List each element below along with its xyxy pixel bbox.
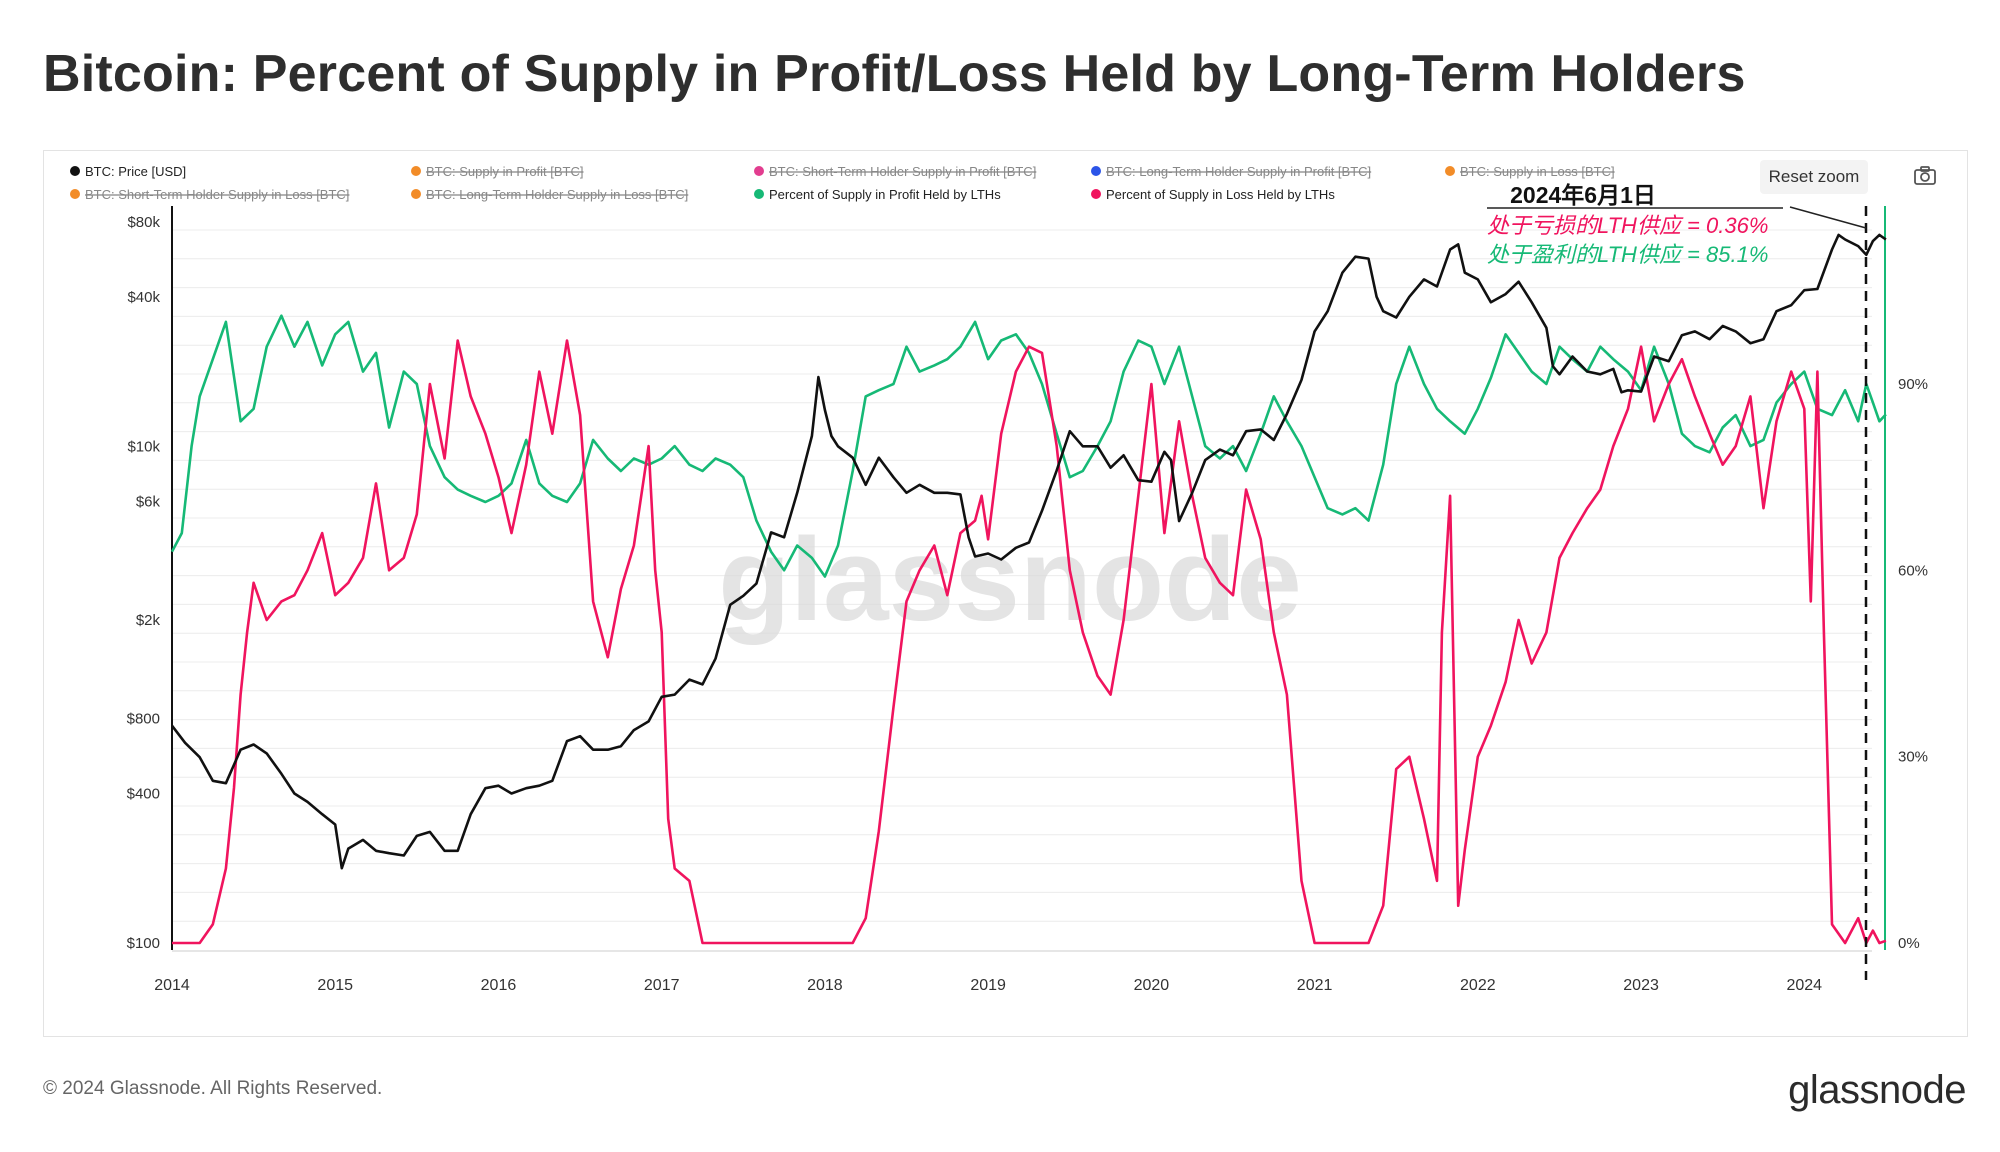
profit-lth-line bbox=[170, 314, 1887, 578]
loss-lth-line bbox=[172, 339, 1887, 945]
y-left-tick-label: $100 bbox=[127, 935, 160, 952]
legend-item[interactable]: BTC: Price [USD] bbox=[85, 164, 186, 179]
y-right-tick-label: 30% bbox=[1898, 749, 1928, 766]
legend-marker[interactable] bbox=[754, 166, 764, 176]
camera-icon[interactable] bbox=[1913, 165, 1937, 187]
reset-zoom-button[interactable]: Reset zoom bbox=[1760, 160, 1868, 194]
y-left-tick-label: $80k bbox=[127, 214, 160, 231]
y-right-tick-label: 60% bbox=[1898, 562, 1928, 579]
legend-item[interactable]: Percent of Supply in Profit Held by LTHs bbox=[769, 187, 1001, 202]
footer-copyright: © 2024 Glassnode. All Rights Reserved. bbox=[43, 1078, 383, 1099]
legend-marker[interactable] bbox=[1445, 166, 1455, 176]
x-tick-label: 2018 bbox=[807, 977, 843, 994]
annotation-leader bbox=[1789, 206, 1867, 229]
legend-item[interactable]: BTC: Short-Term Holder Supply in Profit … bbox=[769, 164, 1036, 179]
y-left-tick-label: $40k bbox=[127, 289, 160, 306]
legend-item[interactable]: BTC: Long-Term Holder Supply in Profit [… bbox=[1106, 164, 1371, 179]
legend-marker[interactable] bbox=[1091, 189, 1101, 199]
y-left-tick-label: $400 bbox=[127, 785, 160, 802]
watermark: glassnode bbox=[718, 514, 1302, 646]
legend-marker[interactable] bbox=[411, 189, 421, 199]
price-line bbox=[170, 233, 1887, 870]
x-tick-label: 2024 bbox=[1786, 977, 1822, 994]
annotation-profit: 处于盈利的LTH供应 = 85.1% bbox=[1487, 242, 1768, 267]
page-title: Bitcoin: Percent of Supply in Profit/Los… bbox=[43, 45, 1746, 103]
x-tick-label: 2017 bbox=[644, 977, 680, 994]
chart-panel bbox=[43, 150, 1968, 1037]
y-left-tick-label: $800 bbox=[127, 711, 160, 728]
annotation-date: 2024年6月1日 bbox=[1510, 182, 1656, 208]
x-tick-label: 2014 bbox=[154, 977, 190, 994]
x-tick-label: 2019 bbox=[970, 977, 1006, 994]
y-left-tick-label: $10k bbox=[127, 438, 160, 455]
legend-item[interactable]: BTC: Long-Term Holder Supply in Loss [BT… bbox=[426, 187, 688, 202]
x-tick-label: 2021 bbox=[1297, 977, 1333, 994]
x-tick-label: 2015 bbox=[317, 977, 353, 994]
y-right-tick-label: 0% bbox=[1898, 935, 1920, 952]
x-tick-label: 2016 bbox=[481, 977, 517, 994]
legend-marker[interactable] bbox=[754, 189, 764, 199]
y-left-tick-label: $2k bbox=[136, 612, 161, 629]
legend-marker[interactable] bbox=[70, 166, 80, 176]
legend-marker[interactable] bbox=[1091, 166, 1101, 176]
x-tick-label: 2022 bbox=[1460, 977, 1496, 994]
legend-marker[interactable] bbox=[411, 166, 421, 176]
x-tick-label: 2020 bbox=[1134, 977, 1170, 994]
legend-marker[interactable] bbox=[70, 189, 80, 199]
legend-item[interactable]: Percent of Supply in Loss Held by LTHs bbox=[1106, 187, 1335, 202]
annotation-loss: 处于亏损的LTH供应 = 0.36% bbox=[1487, 213, 1768, 238]
legend-item[interactable]: BTC: Supply in Loss [BTC] bbox=[1460, 164, 1615, 179]
y-left-tick-label: $6k bbox=[136, 493, 161, 510]
y-right-tick-label: 90% bbox=[1898, 376, 1928, 393]
legend-item[interactable]: BTC: Short-Term Holder Supply in Loss [B… bbox=[85, 187, 349, 202]
footer-logo: glassnode bbox=[1788, 1068, 1966, 1112]
legend-item[interactable]: BTC: Supply in Profit [BTC] bbox=[426, 164, 584, 179]
x-tick-label: 2023 bbox=[1623, 977, 1659, 994]
